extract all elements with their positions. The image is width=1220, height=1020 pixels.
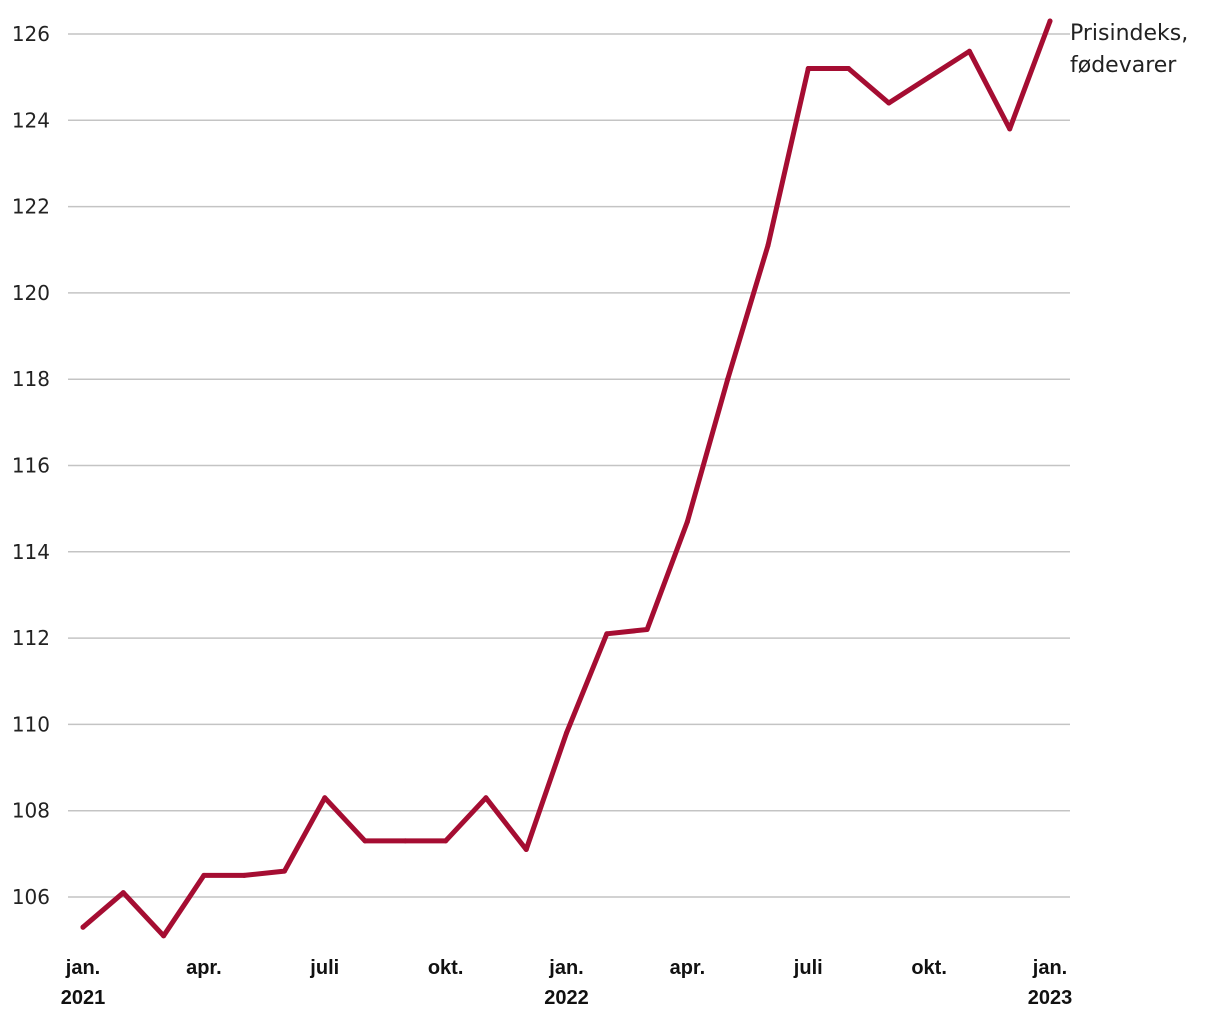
- data-point: [765, 242, 771, 248]
- data-point: [886, 100, 892, 106]
- y-tick-label: 110: [12, 712, 50, 736]
- series-label-line: fødevarer: [1070, 53, 1177, 78]
- data-point: [564, 730, 569, 736]
- gridlines: [68, 33, 1070, 898]
- data-point: [161, 933, 167, 939]
- data-point: [644, 626, 650, 632]
- data-point: [241, 872, 247, 878]
- data-point: [926, 74, 932, 80]
- y-tick-label: 126: [12, 22, 50, 46]
- x-tick-label: 2022: [544, 987, 589, 1009]
- data-point: [725, 376, 731, 382]
- data-point: [523, 847, 529, 853]
- x-tick-label: juli: [793, 957, 823, 979]
- data-point: [281, 868, 287, 874]
- data-point: [120, 890, 126, 896]
- x-tick-label: jan.: [548, 957, 583, 979]
- y-tick-label: 122: [12, 195, 50, 219]
- series-label-line: Prisindeks,: [1070, 21, 1188, 46]
- x-tick-label: okt.: [911, 957, 947, 979]
- data-point: [966, 48, 972, 54]
- data-point: [805, 66, 811, 72]
- data-point: [362, 838, 368, 844]
- data-point: [80, 924, 86, 930]
- y-axis-ticks: 106 108 110 112 114 116 118 120 122 124 126: [12, 22, 50, 909]
- series-layer: [80, 18, 1053, 939]
- y-tick-label: 118: [12, 367, 50, 391]
- x-tick-label: 2023: [1028, 987, 1073, 1009]
- data-point: [846, 66, 852, 72]
- x-tick-label: okt.: [428, 957, 464, 979]
- series-label: Prisindeks, fødevarer: [1070, 21, 1188, 78]
- y-tick-label: 106: [12, 885, 50, 909]
- x-tick-label: jan.: [1032, 957, 1067, 979]
- data-point: [684, 519, 690, 525]
- x-tick-label: 2021: [61, 987, 106, 1009]
- y-tick-label: 124: [12, 108, 50, 132]
- data-point: [483, 795, 489, 801]
- y-tick-label: 116: [12, 454, 50, 478]
- y-tick-label: 120: [12, 281, 50, 305]
- data-point: [443, 838, 449, 844]
- x-tick-label: juli: [309, 957, 339, 979]
- x-tick-label: apr.: [186, 957, 222, 979]
- data-point: [201, 872, 207, 878]
- data-point: [1047, 18, 1053, 24]
- x-tick-label: jan.: [65, 957, 100, 979]
- y-tick-label: 114: [12, 540, 50, 564]
- x-axis-ticks: jan. 2021 apr. juli okt. jan. 2022 apr. juli okt.…: [61, 957, 1073, 1009]
- series-line: [80, 18, 1053, 939]
- data-point: [604, 631, 610, 637]
- data-point: [322, 795, 328, 801]
- data-point: [1007, 126, 1013, 132]
- data-point: [402, 838, 408, 844]
- x-tick-label: apr.: [670, 957, 706, 979]
- y-tick-label: 108: [12, 799, 50, 823]
- y-tick-label: 112: [12, 626, 50, 650]
